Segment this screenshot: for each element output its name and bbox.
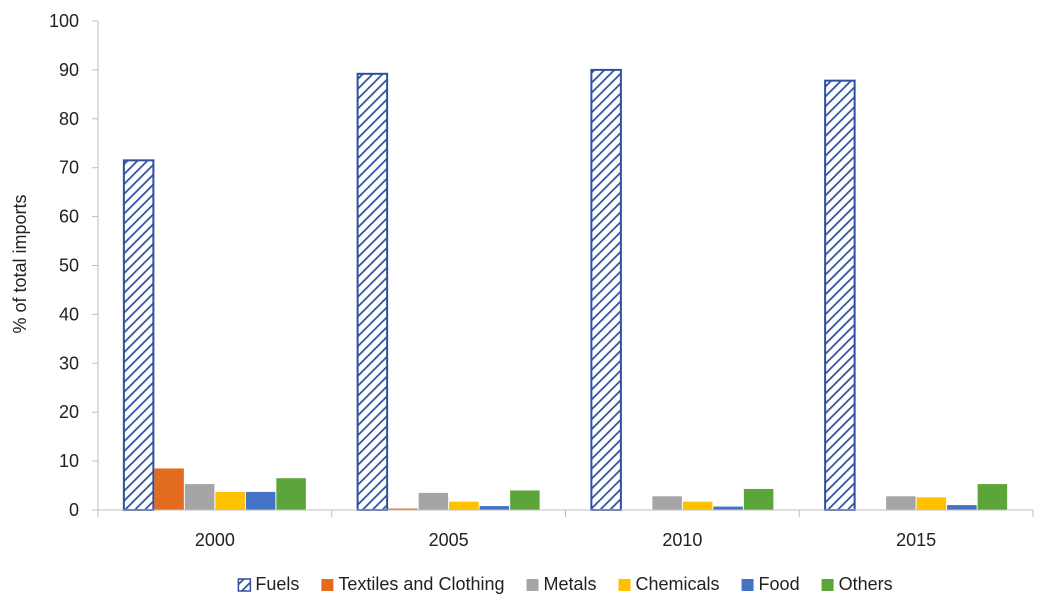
legend-label: Others	[839, 574, 893, 594]
legend-item-chemicals: Chemicals	[618, 574, 720, 594]
bar-others-2010	[743, 488, 774, 510]
bar-textiles-and-clothing-2005	[388, 508, 418, 510]
y-axis-title: % of total imports	[10, 194, 30, 333]
y-tick-label: 100	[49, 11, 79, 31]
bar-food-2000	[245, 491, 276, 510]
legend-item-food: Food	[741, 574, 800, 594]
y-tick-label: 0	[69, 500, 79, 520]
bar-fuels-2000	[122, 159, 155, 512]
y-tick-label: 20	[59, 402, 79, 422]
x-tick-label: 2010	[662, 530, 702, 550]
bar-metals-2005	[418, 492, 449, 510]
bar-fuels-2010	[590, 68, 622, 512]
bar-food-2015	[947, 505, 977, 510]
bar-metals-2000	[184, 484, 215, 510]
bar-fuels-2015	[824, 79, 856, 512]
y-tick-label: 80	[59, 109, 79, 129]
legend-swatch	[618, 579, 631, 591]
y-tick-label: 60	[59, 207, 79, 227]
legend-label: Metals	[544, 574, 597, 594]
y-axis-ticks: 0 10 20 30 40 50 60 70 80 90 100	[49, 11, 99, 520]
y-tick-label: 30	[59, 353, 79, 373]
bar-chemicals-2000	[215, 491, 245, 510]
bar-food-2005	[479, 506, 510, 510]
bar-others-2005	[510, 490, 540, 510]
bars	[122, 68, 1008, 512]
legend-item-others: Others	[821, 574, 893, 594]
y-tick-label: 90	[59, 60, 79, 80]
legend-item-metals: Metals	[526, 574, 597, 594]
x-axis: 2000 2005 2010 2015	[97, 509, 1034, 550]
bar-food-2010	[713, 506, 743, 510]
legend-label: Fuels	[255, 574, 299, 594]
legend-swatch	[526, 579, 539, 591]
legend-item-fuels: Fuels	[237, 574, 299, 594]
bar-others-2015	[977, 484, 1008, 510]
legend-label: Textiles and Clothing	[338, 574, 504, 594]
y-tick-label: 50	[59, 256, 79, 276]
x-tick-label: 2000	[195, 530, 235, 550]
legend: Fuels Textiles and Clothing Metals Chemical…	[237, 574, 893, 594]
legend-swatch	[741, 579, 754, 591]
bar-fuels-2005	[356, 72, 389, 511]
legend-swatch	[321, 579, 334, 591]
legend-label: Chemicals	[636, 574, 720, 594]
bar-chemicals-2005	[449, 501, 479, 510]
y-axis-title-group: % of total imports	[10, 194, 30, 333]
legend-swatch	[821, 579, 834, 591]
legend-label: Food	[759, 574, 800, 594]
bar-metals-2015	[886, 496, 916, 510]
legend-item-textiles-and-clothing: Textiles and Clothing	[321, 574, 505, 594]
legend-swatch	[237, 578, 252, 592]
y-tick-label: 40	[59, 304, 79, 324]
bar-textiles-and-clothing-2000	[154, 468, 184, 510]
bar-chemicals-2015	[916, 497, 947, 510]
y-tick-label: 70	[59, 158, 79, 178]
x-tick-label: 2015	[896, 530, 936, 550]
bar-chemicals-2010	[682, 501, 713, 510]
y-tick-label: 10	[59, 451, 79, 471]
bar-others-2000	[276, 478, 306, 510]
x-tick-label: 2005	[429, 530, 469, 550]
bar-metals-2010	[652, 496, 682, 510]
